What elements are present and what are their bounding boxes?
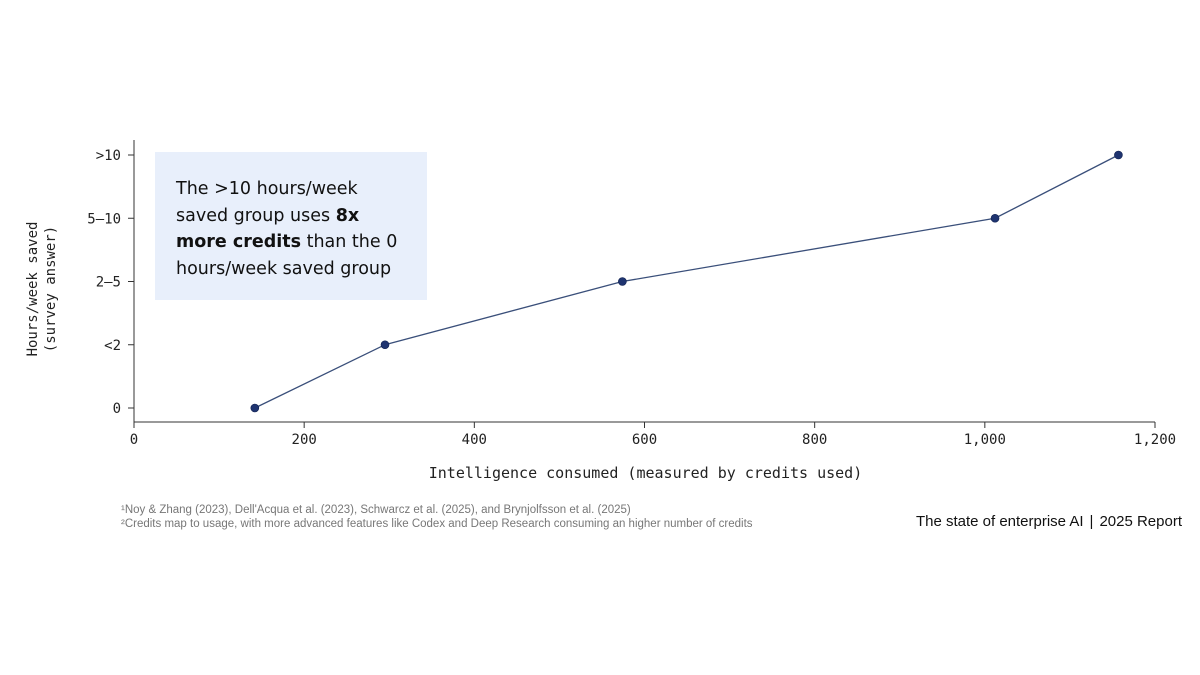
data-point — [380, 340, 390, 350]
callout-bold-text: 8x more credits — [176, 205, 360, 253]
y-tick-label: 5–10 — [87, 211, 121, 227]
x-tick-label: 600 — [632, 432, 657, 448]
callout-text-2: than the 0 hours/week saved group — [176, 232, 398, 279]
y-axis-sublabel: (survey answer) — [43, 226, 59, 352]
callout-text-1: The >10 hours/week saved group uses — [176, 179, 358, 226]
footnote-2: ²Credits map to usage, with more advance… — [121, 518, 753, 530]
report-brand: The state of enterprise AI | 2025 Report — [916, 513, 1182, 530]
y-axis-label: Hours/week saved — [25, 222, 41, 357]
y-tick-label: <2 — [104, 338, 121, 354]
data-point — [1114, 150, 1123, 160]
footnotes: ¹Noy & Zhang (2023), Dell'Acqua et al. (… — [121, 503, 753, 531]
x-tick-label: 400 — [462, 432, 487, 448]
x-tick-label: 800 — [802, 432, 827, 448]
x-tick-label: 1,200 — [1134, 432, 1176, 448]
brand-year: 2025 Report — [1099, 513, 1182, 530]
x-tick-label: 200 — [292, 432, 317, 448]
brand-title: The state of enterprise AI — [915, 513, 1084, 530]
data-point — [618, 277, 627, 286]
data-point — [990, 213, 1000, 223]
data-point — [250, 403, 260, 413]
y-tick-label: 0 — [113, 401, 121, 417]
x-axis-label: Intelligence consumed (measured by credi… — [429, 464, 862, 482]
brand-separator: | — [1089, 513, 1094, 530]
callout-box: The >10 hours/week saved group uses 8x m… — [155, 152, 427, 300]
footnote-1: ¹Noy & Zhang (2023), Dell'Acqua et al. (… — [121, 504, 631, 516]
y-tick-label: 2–5 — [96, 275, 121, 291]
x-tick-label: 0 — [130, 432, 138, 448]
x-tick-label: 1,000 — [964, 432, 1006, 448]
y-tick-label: >10 — [96, 148, 121, 164]
